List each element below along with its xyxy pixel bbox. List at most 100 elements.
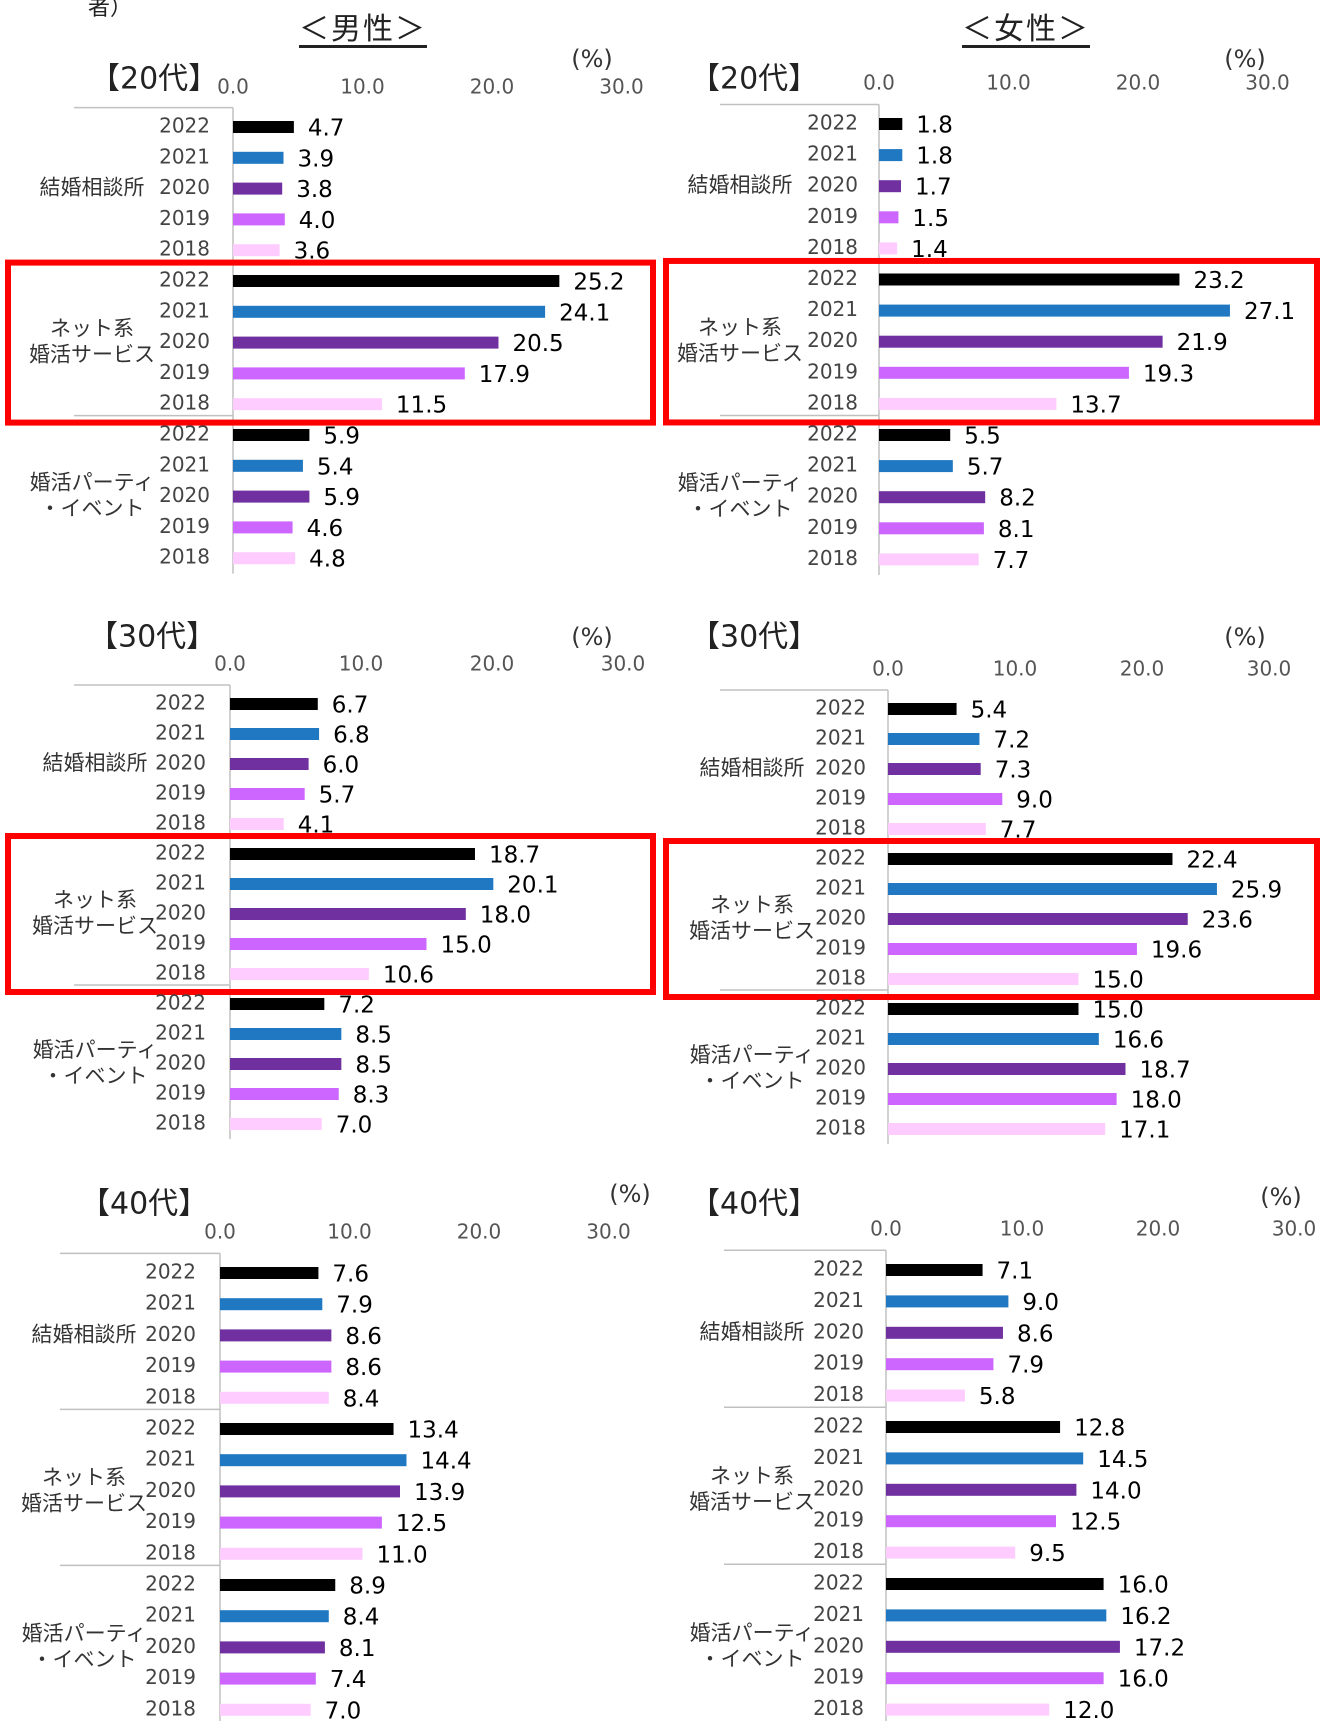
p3-year-label: 2021: [815, 876, 866, 900]
p2-category-label: ・イベント: [43, 1064, 148, 1088]
p3-year-label: 2019: [815, 1086, 866, 1110]
p3-value-label: 18.0: [1131, 1088, 1182, 1114]
p0-value-label: 11.5: [396, 393, 447, 419]
p4-value-label: 8.4: [343, 1605, 380, 1631]
p0-year-label: 2022: [159, 114, 210, 138]
p1-age-title: 【20代】: [690, 62, 818, 97]
p1-bar-2022: [879, 273, 1180, 286]
p2-bar-2018: [230, 1118, 322, 1130]
p2-year-label: 2020: [155, 751, 206, 775]
p0-value-label: 24.1: [559, 300, 610, 326]
p4-bar-2022: [220, 1423, 394, 1435]
p3-value-label: 7.3: [995, 758, 1032, 784]
p0-tick-label: 30.0: [599, 75, 644, 99]
p5-year-label: 2022: [813, 1257, 864, 1281]
p4-year-label: 2021: [145, 1603, 196, 1627]
p2-year-label: 2019: [155, 931, 206, 955]
p0-year-label: 2021: [159, 452, 210, 476]
p4-category-label: ネット系: [42, 1465, 126, 1489]
p5-bar-2022: [886, 1264, 983, 1276]
p2-category-label: 結婚相談所: [43, 751, 148, 775]
p4-year-label: 2022: [145, 1572, 196, 1596]
p3-tick-label: 10.0: [993, 657, 1038, 681]
p2-value-label: 5.7: [319, 783, 356, 809]
p1-category-label: 婚活サービス: [677, 342, 803, 366]
p5-value-label: 9.0: [1022, 1290, 1059, 1316]
p3-year-label: 2022: [815, 996, 866, 1020]
p1-highlight-box: [663, 257, 1320, 426]
p3-age-title: 【30代】: [690, 620, 818, 655]
p2-bar-2019: [230, 788, 305, 800]
p0-bar-2018: [233, 398, 382, 411]
p0-category-label: 結婚相談所: [40, 176, 145, 200]
p3-year-label: 2018: [815, 966, 866, 990]
p5-year-label: 2021: [813, 1288, 864, 1312]
p3-value-label: 9.0: [1016, 788, 1053, 814]
p4-bar-2018: [220, 1703, 311, 1716]
p5-category-label: ネット系: [710, 1464, 794, 1488]
p1-bar-2020: [879, 335, 1163, 348]
p0-value-label: 4.8: [309, 547, 346, 573]
p2-year-label: 2018: [155, 1111, 206, 1135]
p3-bar-2019: [888, 793, 1003, 805]
p1-category-label: 結婚相談所: [688, 173, 793, 197]
p0-category-label: 婚活パーティ: [30, 471, 155, 495]
p0-bar-2020: [233, 336, 499, 349]
p5-year-label: 2020: [813, 1633, 864, 1657]
p0-category-label: ・イベント: [40, 497, 145, 521]
p4-age-title: 【40代】: [80, 1187, 208, 1222]
p1-year-label: 2019: [807, 359, 858, 383]
p1-bar-2020: [879, 180, 902, 193]
p0-highlight-box: [5, 259, 656, 426]
p4-year-label: 2022: [145, 1416, 196, 1440]
p3-category-label: 婚活サービス: [689, 919, 815, 943]
p4-bar-2019: [220, 1672, 316, 1685]
p5-bar-2019: [886, 1515, 1056, 1528]
p4-bar-2020: [220, 1329, 332, 1342]
p5-bar-2018: [886, 1546, 1016, 1559]
p5-value-label: 17.2: [1134, 1635, 1185, 1661]
p0-year-label: 2020: [159, 175, 210, 199]
p0-tick-label: 0.0: [217, 75, 249, 99]
p3-tick-label: 0.0: [872, 657, 904, 681]
p4-category-label: 婚活パーティ: [22, 1621, 147, 1645]
p1-bar-2018: [879, 397, 1057, 410]
p2-value-label: 6.7: [332, 693, 369, 719]
p0-value-label: 20.5: [512, 331, 563, 357]
p1-value-label: 8.2: [999, 486, 1036, 512]
p0-bar-2021: [233, 459, 303, 472]
p2-year-label: 2021: [155, 1021, 206, 1045]
p1-bar-2020: [879, 491, 986, 504]
p1-tick-label: 30.0: [1245, 71, 1290, 95]
p5-value-label: 16.2: [1120, 1604, 1171, 1630]
p3-bar-2018: [888, 1123, 1106, 1135]
female-header: ＜女性＞: [962, 12, 1090, 47]
p1-tick-label: 0.0: [863, 71, 895, 95]
p2-category-label: ネット系: [53, 888, 137, 912]
p5-bar-2021: [886, 1295, 1009, 1308]
p4-bar-2018: [220, 1391, 329, 1404]
p3-value-label: 22.4: [1186, 848, 1237, 874]
p3-bar-2021: [888, 733, 980, 745]
p5-tick-label: 20.0: [1136, 1217, 1181, 1241]
p1-value-label: 13.7: [1070, 392, 1121, 418]
p0-value-label: 3.9: [298, 146, 335, 172]
p4-category-label: 婚活サービス: [21, 1491, 147, 1515]
p3-value-label: 17.1: [1119, 1118, 1170, 1144]
p2-value-label: 18.0: [480, 903, 531, 929]
p1-bar-2018: [879, 242, 898, 255]
p4-value-label: 13.4: [408, 1418, 459, 1444]
p3-year-label: 2019: [815, 936, 866, 960]
p3-value-label: 19.6: [1151, 938, 1202, 964]
p4-year-label: 2019: [145, 1509, 196, 1533]
p2-bar-2022: [230, 698, 318, 710]
p4-bar-2019: [220, 1360, 332, 1373]
p5-category-label: 婚活サービス: [689, 1490, 815, 1514]
p1-value-label: 1.8: [916, 113, 953, 139]
p0-category-label: ネット系: [50, 317, 134, 341]
p4-value-label: 12.5: [396, 1511, 447, 1537]
p2-tick-label: 0.0: [214, 652, 246, 676]
p2-tick-label: 30.0: [601, 652, 646, 676]
p4-value-label: 8.1: [339, 1636, 376, 1662]
p2-year-label: 2022: [155, 991, 206, 1015]
